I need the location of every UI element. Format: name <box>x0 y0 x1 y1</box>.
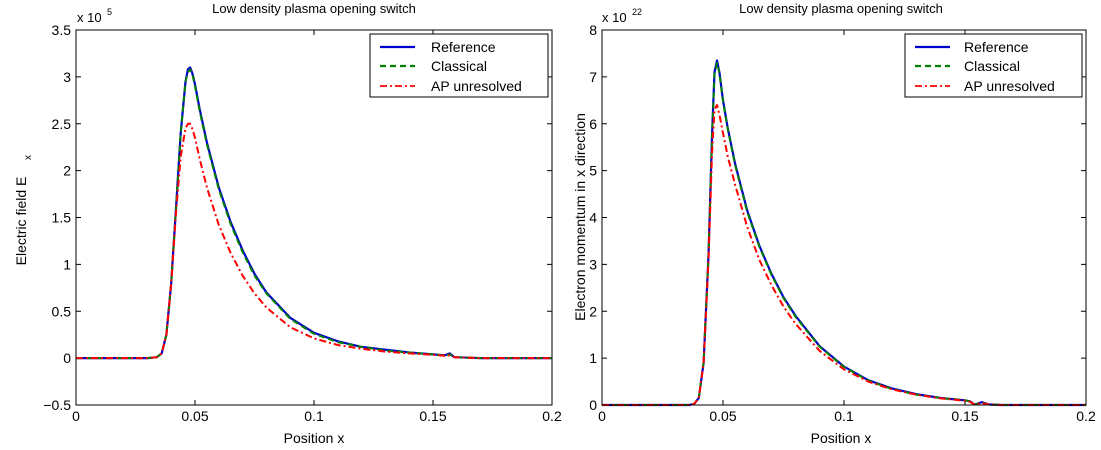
x-tick-label: 0.2 <box>1076 408 1096 424</box>
chart-title: Low density plasma opening switch <box>739 1 943 16</box>
y-tick-label: 1.5 <box>52 210 72 226</box>
plot-frame <box>75 29 553 406</box>
x-tick-label: 0.2 <box>542 408 562 424</box>
series-line-ap-unresolved <box>76 122 552 360</box>
y-tick-label: 8 <box>589 22 597 38</box>
y-tick-label: 5 <box>589 163 597 179</box>
y-multiplier-exponent: 22 <box>632 7 642 17</box>
series-lines <box>76 66 552 360</box>
y-tick-label: 7 <box>589 69 597 85</box>
legend-label-classical: Classical <box>431 58 487 74</box>
x-tick-label: 0.05 <box>181 408 208 424</box>
y-axis-label: Electron momentum in x direction <box>572 113 588 321</box>
y-tick-label: 0 <box>589 397 597 413</box>
y-multiplier-exponent: 5 <box>107 7 112 17</box>
legend-label-ap-unresolved: AP unresolved <box>964 78 1055 94</box>
series-line-classical <box>76 68 552 360</box>
x-tick-label: 0 <box>72 408 80 424</box>
x-axis-label: Position x <box>284 430 345 446</box>
series-line-ap-unresolved <box>602 104 1086 406</box>
y-axis-label-main: Electron momentum in x direction <box>572 113 588 321</box>
x-tick-label: 0 <box>598 408 606 424</box>
electric-field-chart: Low density plasma opening switch x 10 5… <box>13 1 562 446</box>
y-tick-label: 3 <box>63 69 71 85</box>
y-tick-label: 0.5 <box>52 303 72 319</box>
y-multiplier-base: x 10 <box>77 10 102 25</box>
legend-label-classical: Classical <box>964 58 1020 74</box>
chart-title: Low density plasma opening switch <box>212 1 416 16</box>
legend-label-reference: Reference <box>431 39 496 55</box>
legend-label-reference: Reference <box>964 39 1029 55</box>
x-tick-label: 0.05 <box>709 408 736 424</box>
series-line-reference <box>76 66 552 360</box>
legend: Reference Classical AP unresolved <box>369 33 549 98</box>
y-tick-label: 3.5 <box>52 22 72 38</box>
y-axis-label: Electric field E x <box>13 155 34 265</box>
x-tick-label: 0.1 <box>304 408 324 424</box>
x-tick-label: 0.15 <box>419 408 446 424</box>
legend-box <box>904 33 1083 98</box>
series-lines <box>602 59 1086 407</box>
y-tick-label: 1 <box>63 256 71 272</box>
axis-ticks: 0 0.05 0.1 0.15 0.2−0.500.511.522.533.5 <box>43 22 562 424</box>
y-tick-label: 0 <box>63 350 71 366</box>
x-tick-label: 0.15 <box>951 408 978 424</box>
y-tick-label: 3 <box>589 256 597 272</box>
x-tick-label: 0.1 <box>834 408 854 424</box>
plot-frame <box>601 29 1087 406</box>
y-tick-label: 2 <box>589 303 597 319</box>
legend: Reference Classical AP unresolved <box>904 33 1083 98</box>
series-line-classical <box>602 61 1086 406</box>
y-tick-label: 1 <box>589 350 597 366</box>
legend-label-ap-unresolved: AP unresolved <box>431 78 522 94</box>
electron-momentum-chart: Low density plasma opening switch x 10 2… <box>572 1 1096 446</box>
y-axis-label-main: Electric field E <box>13 177 29 266</box>
axis-ticks: 0 0.05 0.1 0.15 0.2 0 1 2 3 4 5 6 7 8 <box>589 22 1096 424</box>
y-axis-label-subscript: x <box>23 155 34 160</box>
y-multiplier-base: x 10 <box>602 10 627 25</box>
y-tick-label: 2.5 <box>52 116 72 132</box>
x-axis-label: Position x <box>811 430 872 446</box>
series-line-reference <box>602 59 1086 407</box>
y-tick-label: 6 <box>589 116 597 132</box>
y-tick-label: 2 <box>63 163 71 179</box>
y-tick-label: 4 <box>589 210 597 226</box>
y-tick-label: −0.5 <box>43 397 71 413</box>
